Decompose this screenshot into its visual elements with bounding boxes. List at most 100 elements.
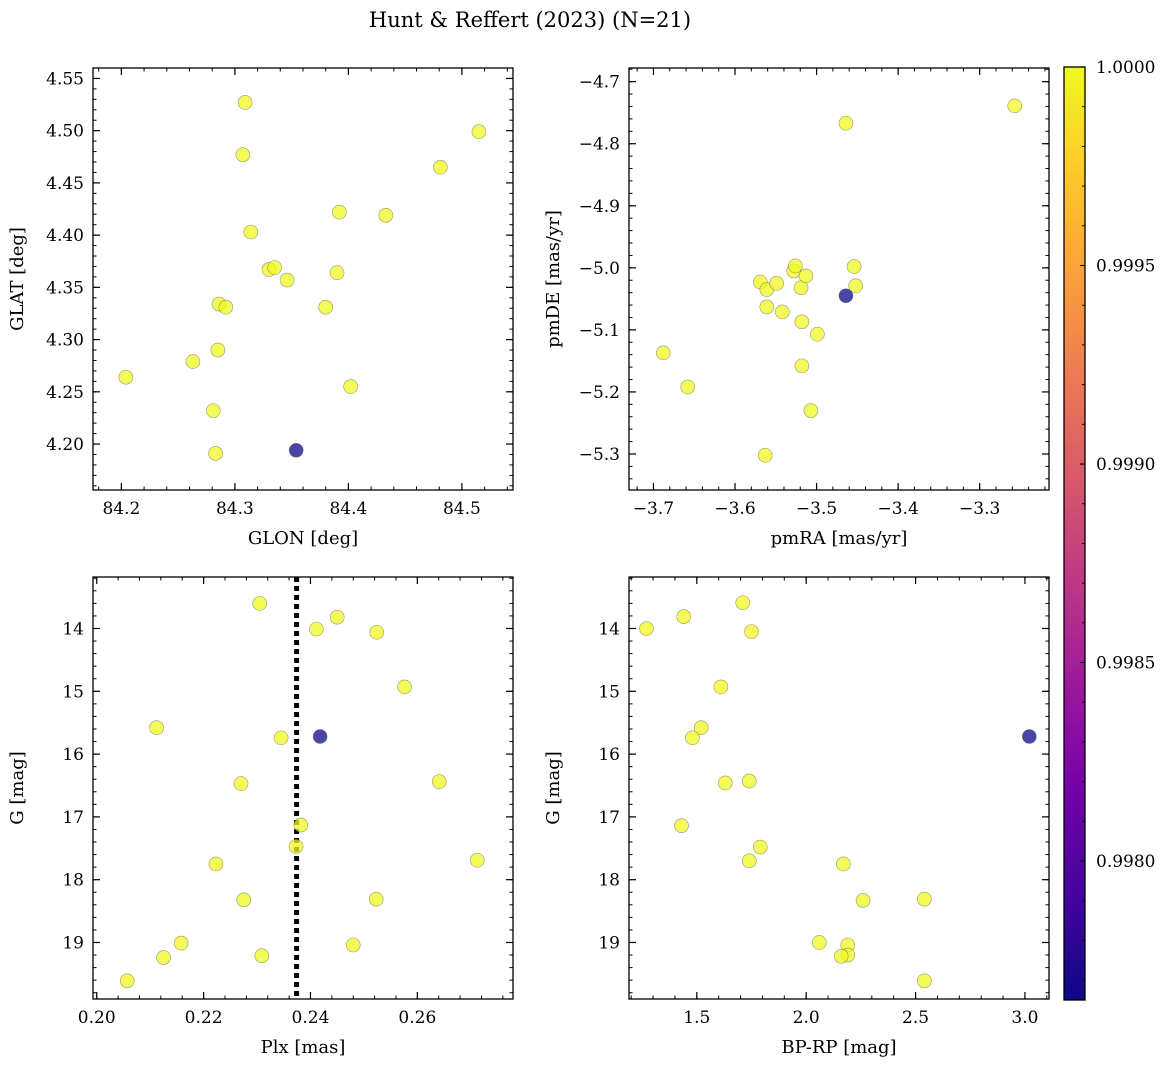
cmd-y-axis-label: G [mag]	[543, 751, 564, 824]
cmd-x-tick-label: 2.0	[793, 1008, 820, 1028]
sky-data-point	[235, 147, 251, 162]
plx-data-point	[252, 596, 268, 611]
sky-data-point	[433, 159, 448, 175]
cmd-data-point	[833, 948, 849, 964]
plx-data-point	[119, 973, 135, 989]
sky-x-tick-label: 84.2	[102, 499, 140, 519]
colorbar-tick-label: 1.0000	[1096, 58, 1155, 78]
sky-axes-frame	[92, 67, 514, 491]
pm-data-point	[803, 403, 819, 418]
plx-data-point	[208, 856, 224, 872]
sky-data-point	[318, 299, 334, 315]
panel-sky: 84.2 84.3 84.4 84.5 4.20 4.25 4.30 4.35 4.40 4.45…	[7, 67, 514, 549]
plx-data-point	[345, 937, 361, 953]
sky-y-axis-label: GLAT [deg]	[7, 227, 28, 331]
cmd-y-tick-label: 16	[598, 745, 620, 765]
pm-data-point	[757, 447, 773, 463]
plx-x-tick-label: 0.22	[185, 1008, 223, 1028]
pm-x-tick-label: −3.7	[633, 499, 674, 519]
sky-data-point	[378, 207, 394, 223]
colorbar-tick-label: 0.9980	[1096, 852, 1155, 872]
sky-y-tick-label: 4.55	[46, 69, 84, 89]
plx-data-point	[293, 817, 309, 833]
pm-x-tick-label: −3.5	[796, 499, 837, 519]
sky-y-tick-label: 4.40	[46, 226, 84, 246]
plx-y-tick-label: 14	[62, 619, 84, 639]
pm-data-point	[1007, 98, 1023, 114]
cmd-y-tick-label: 17	[598, 808, 620, 828]
sky-y-tick-label: 4.25	[46, 383, 84, 403]
sky-x-tick-label: 84.5	[443, 499, 481, 519]
plx-y-tick-label: 18	[62, 871, 84, 891]
pm-data-point	[794, 314, 810, 330]
sky-data-point	[267, 260, 282, 275]
cmd-data-point	[639, 621, 654, 636]
pm-data-point	[838, 115, 854, 131]
pm-y-tick-label: −4.7	[579, 73, 620, 93]
sky-data-point	[237, 95, 253, 110]
pm-data-point	[759, 299, 775, 315]
pm-data-point	[810, 326, 825, 342]
plx-x-axis-label: Plx [mas]	[261, 1037, 346, 1058]
cmd-data-point	[674, 818, 689, 833]
pm-y-axis-label: pmDE [mas/yr]	[543, 210, 564, 348]
cmd-data-point	[1022, 729, 1037, 744]
pm-y-tick-label: −5.2	[579, 383, 620, 403]
plx-data-point	[173, 935, 189, 951]
sky-x-axis-label: GLON [deg]	[248, 528, 358, 549]
plx-x-tick-label: 0.26	[398, 1008, 436, 1028]
plx-data-point	[368, 891, 384, 907]
pm-y-tick-label: −4.8	[579, 135, 620, 155]
sky-data-point	[288, 443, 304, 458]
pm-x-tick-label: −3.4	[877, 499, 918, 519]
plx-data-point	[369, 624, 385, 640]
sky-data-point	[332, 204, 347, 220]
plx-data-point	[149, 720, 164, 736]
cmd-data-point	[917, 891, 932, 907]
plx-data-point	[288, 839, 304, 854]
pm-x-axis-label: pmRA [mas/yr]	[771, 528, 908, 549]
sky-data-point	[243, 224, 259, 240]
plx-y-tick-label: 17	[62, 808, 84, 828]
colorbar-body	[1063, 66, 1086, 1001]
cmd-data-point	[836, 856, 851, 872]
sky-data-point	[218, 299, 234, 315]
cmd-data-point	[752, 839, 768, 855]
plx-data-point	[236, 892, 251, 908]
plx-y-tick-label: 16	[62, 745, 84, 765]
pm-data-point	[788, 258, 803, 274]
plx-y-tick-label: 19	[62, 933, 84, 953]
plx-data-point	[397, 679, 412, 695]
sky-y-tick-label: 4.50	[46, 122, 84, 142]
plx-x-tick-label: 0.20	[78, 1008, 116, 1028]
pm-data-point	[794, 358, 810, 374]
cmd-y-tick-label: 14	[598, 619, 620, 639]
cmd-x-tick-label: 1.5	[683, 1008, 710, 1028]
cmd-y-tick-label: 18	[598, 871, 620, 891]
plx-data-point	[273, 730, 289, 746]
cmd-data-point	[855, 893, 871, 908]
pm-data-point	[798, 268, 814, 284]
sky-y-tick-label: 4.30	[46, 331, 84, 351]
colorbar-tick-label: 0.9985	[1096, 654, 1155, 674]
plx-x-tick-label: 0.24	[292, 1008, 330, 1028]
pm-x-tick-label: −3.6	[714, 499, 755, 519]
cmd-data-point	[735, 595, 751, 611]
plx-data-point	[233, 776, 249, 791]
cmd-data-point	[742, 853, 757, 869]
pm-data-point	[775, 304, 790, 320]
plx-data-point	[312, 729, 328, 744]
pm-data-point	[848, 278, 864, 294]
pm-x-tick-label: −3.3	[959, 499, 1000, 519]
panel-pm: −3.7 −3.6 −3.5 −3.4 −3.3 −5.3 −5.2 −5.1 −5.0 −4.9…	[543, 67, 1050, 549]
cmd-data-point	[717, 775, 733, 791]
sky-y-tick-label: 4.20	[46, 435, 84, 455]
pm-data-point	[838, 288, 854, 304]
pm-data-point	[769, 276, 784, 291]
pm-data-point	[846, 259, 862, 274]
sky-data-point	[210, 342, 226, 358]
pm-axes-frame	[628, 67, 1050, 491]
sky-y-tick-label: 4.35	[46, 278, 84, 298]
